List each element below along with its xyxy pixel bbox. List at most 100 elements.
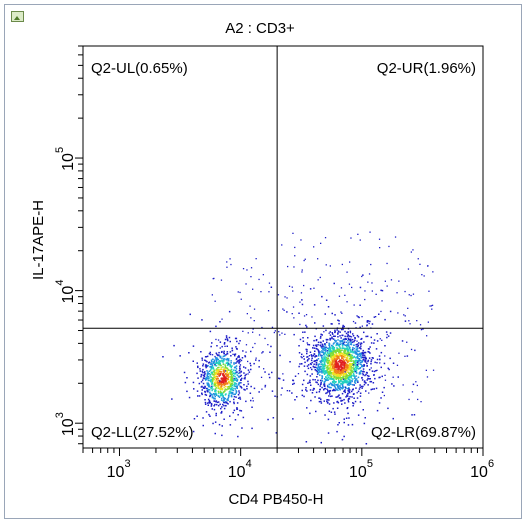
data-point — [302, 340, 305, 342]
data-point — [341, 384, 344, 386]
data-point — [235, 346, 237, 348]
data-point — [335, 387, 337, 390]
data-point — [347, 346, 349, 348]
data-point — [333, 365, 336, 367]
data-point — [286, 311, 288, 313]
data-point — [346, 271, 348, 273]
data-point — [329, 362, 331, 364]
data-point — [335, 366, 337, 369]
data-point — [239, 340, 241, 342]
data-point — [369, 231, 371, 233]
data-point — [335, 373, 337, 375]
data-point — [219, 321, 221, 323]
data-point — [330, 349, 332, 352]
data-point — [326, 388, 328, 390]
data-point — [229, 400, 231, 403]
data-point — [334, 351, 337, 353]
data-point — [333, 353, 335, 355]
data-point — [245, 373, 247, 376]
data-point — [336, 353, 338, 355]
data-point — [352, 402, 354, 404]
data-point — [228, 387, 230, 390]
data-point — [339, 386, 342, 389]
data-point — [346, 395, 348, 397]
data-point — [347, 412, 349, 415]
data-point — [325, 367, 328, 369]
data-point — [310, 399, 312, 402]
data-point — [210, 394, 212, 396]
x-tick-label-exponent: 6 — [488, 458, 494, 470]
data-point — [229, 390, 231, 392]
plot-window — [4, 4, 522, 519]
data-point — [217, 339, 220, 341]
data-point — [356, 380, 359, 382]
data-point — [359, 304, 361, 306]
data-point — [306, 373, 309, 376]
data-point — [353, 344, 355, 346]
data-point — [220, 407, 222, 410]
data-point — [209, 395, 211, 398]
data-point — [301, 383, 304, 386]
data-point — [318, 397, 321, 399]
data-point — [375, 348, 378, 350]
data-point — [356, 364, 359, 366]
data-point — [227, 394, 230, 397]
data-point — [324, 360, 326, 362]
data-point — [347, 377, 349, 380]
data-point — [356, 334, 359, 337]
data-point — [376, 409, 379, 412]
data-point — [388, 245, 390, 248]
data-point — [337, 377, 339, 379]
data-point — [242, 350, 244, 352]
data-point — [325, 338, 328, 341]
data-point — [364, 351, 366, 354]
data-point — [337, 384, 339, 386]
data-point — [340, 399, 342, 402]
data-point — [202, 382, 205, 385]
data-point — [347, 399, 349, 401]
data-point — [328, 368, 331, 370]
data-point — [197, 366, 199, 369]
y-tick-label: 103 — [54, 412, 77, 436]
data-point — [362, 274, 364, 276]
data-point — [223, 374, 226, 377]
data-point — [212, 378, 214, 380]
data-point — [232, 372, 235, 375]
data-point — [350, 369, 352, 372]
data-point — [340, 378, 342, 381]
data-point — [347, 395, 349, 397]
data-point — [217, 367, 219, 369]
data-point — [227, 363, 229, 366]
data-point — [331, 323, 333, 325]
data-point — [211, 383, 214, 385]
data-point — [318, 351, 320, 354]
data-point — [353, 384, 355, 386]
data-point — [252, 328, 254, 330]
data-point — [427, 321, 429, 323]
data-point — [283, 309, 285, 311]
data-point — [336, 396, 339, 398]
data-point — [381, 391, 384, 393]
data-point — [193, 418, 196, 420]
chart-window-icon[interactable] — [11, 11, 24, 22]
data-point — [325, 350, 327, 352]
data-point — [214, 388, 217, 390]
data-point — [321, 334, 323, 336]
data-point — [348, 376, 350, 379]
data-point — [213, 400, 215, 402]
data-point — [209, 330, 212, 333]
data-point — [282, 373, 284, 375]
data-point — [354, 381, 356, 384]
data-point — [224, 365, 227, 367]
data-point — [417, 258, 419, 260]
data-point — [328, 363, 331, 365]
data-point — [230, 377, 233, 379]
data-point — [305, 441, 308, 443]
data-point — [339, 350, 342, 352]
data-point — [327, 371, 330, 374]
data-point — [240, 359, 243, 362]
data-point — [348, 338, 350, 341]
data-point — [231, 378, 233, 380]
data-point — [292, 306, 295, 308]
data-point — [330, 363, 333, 366]
